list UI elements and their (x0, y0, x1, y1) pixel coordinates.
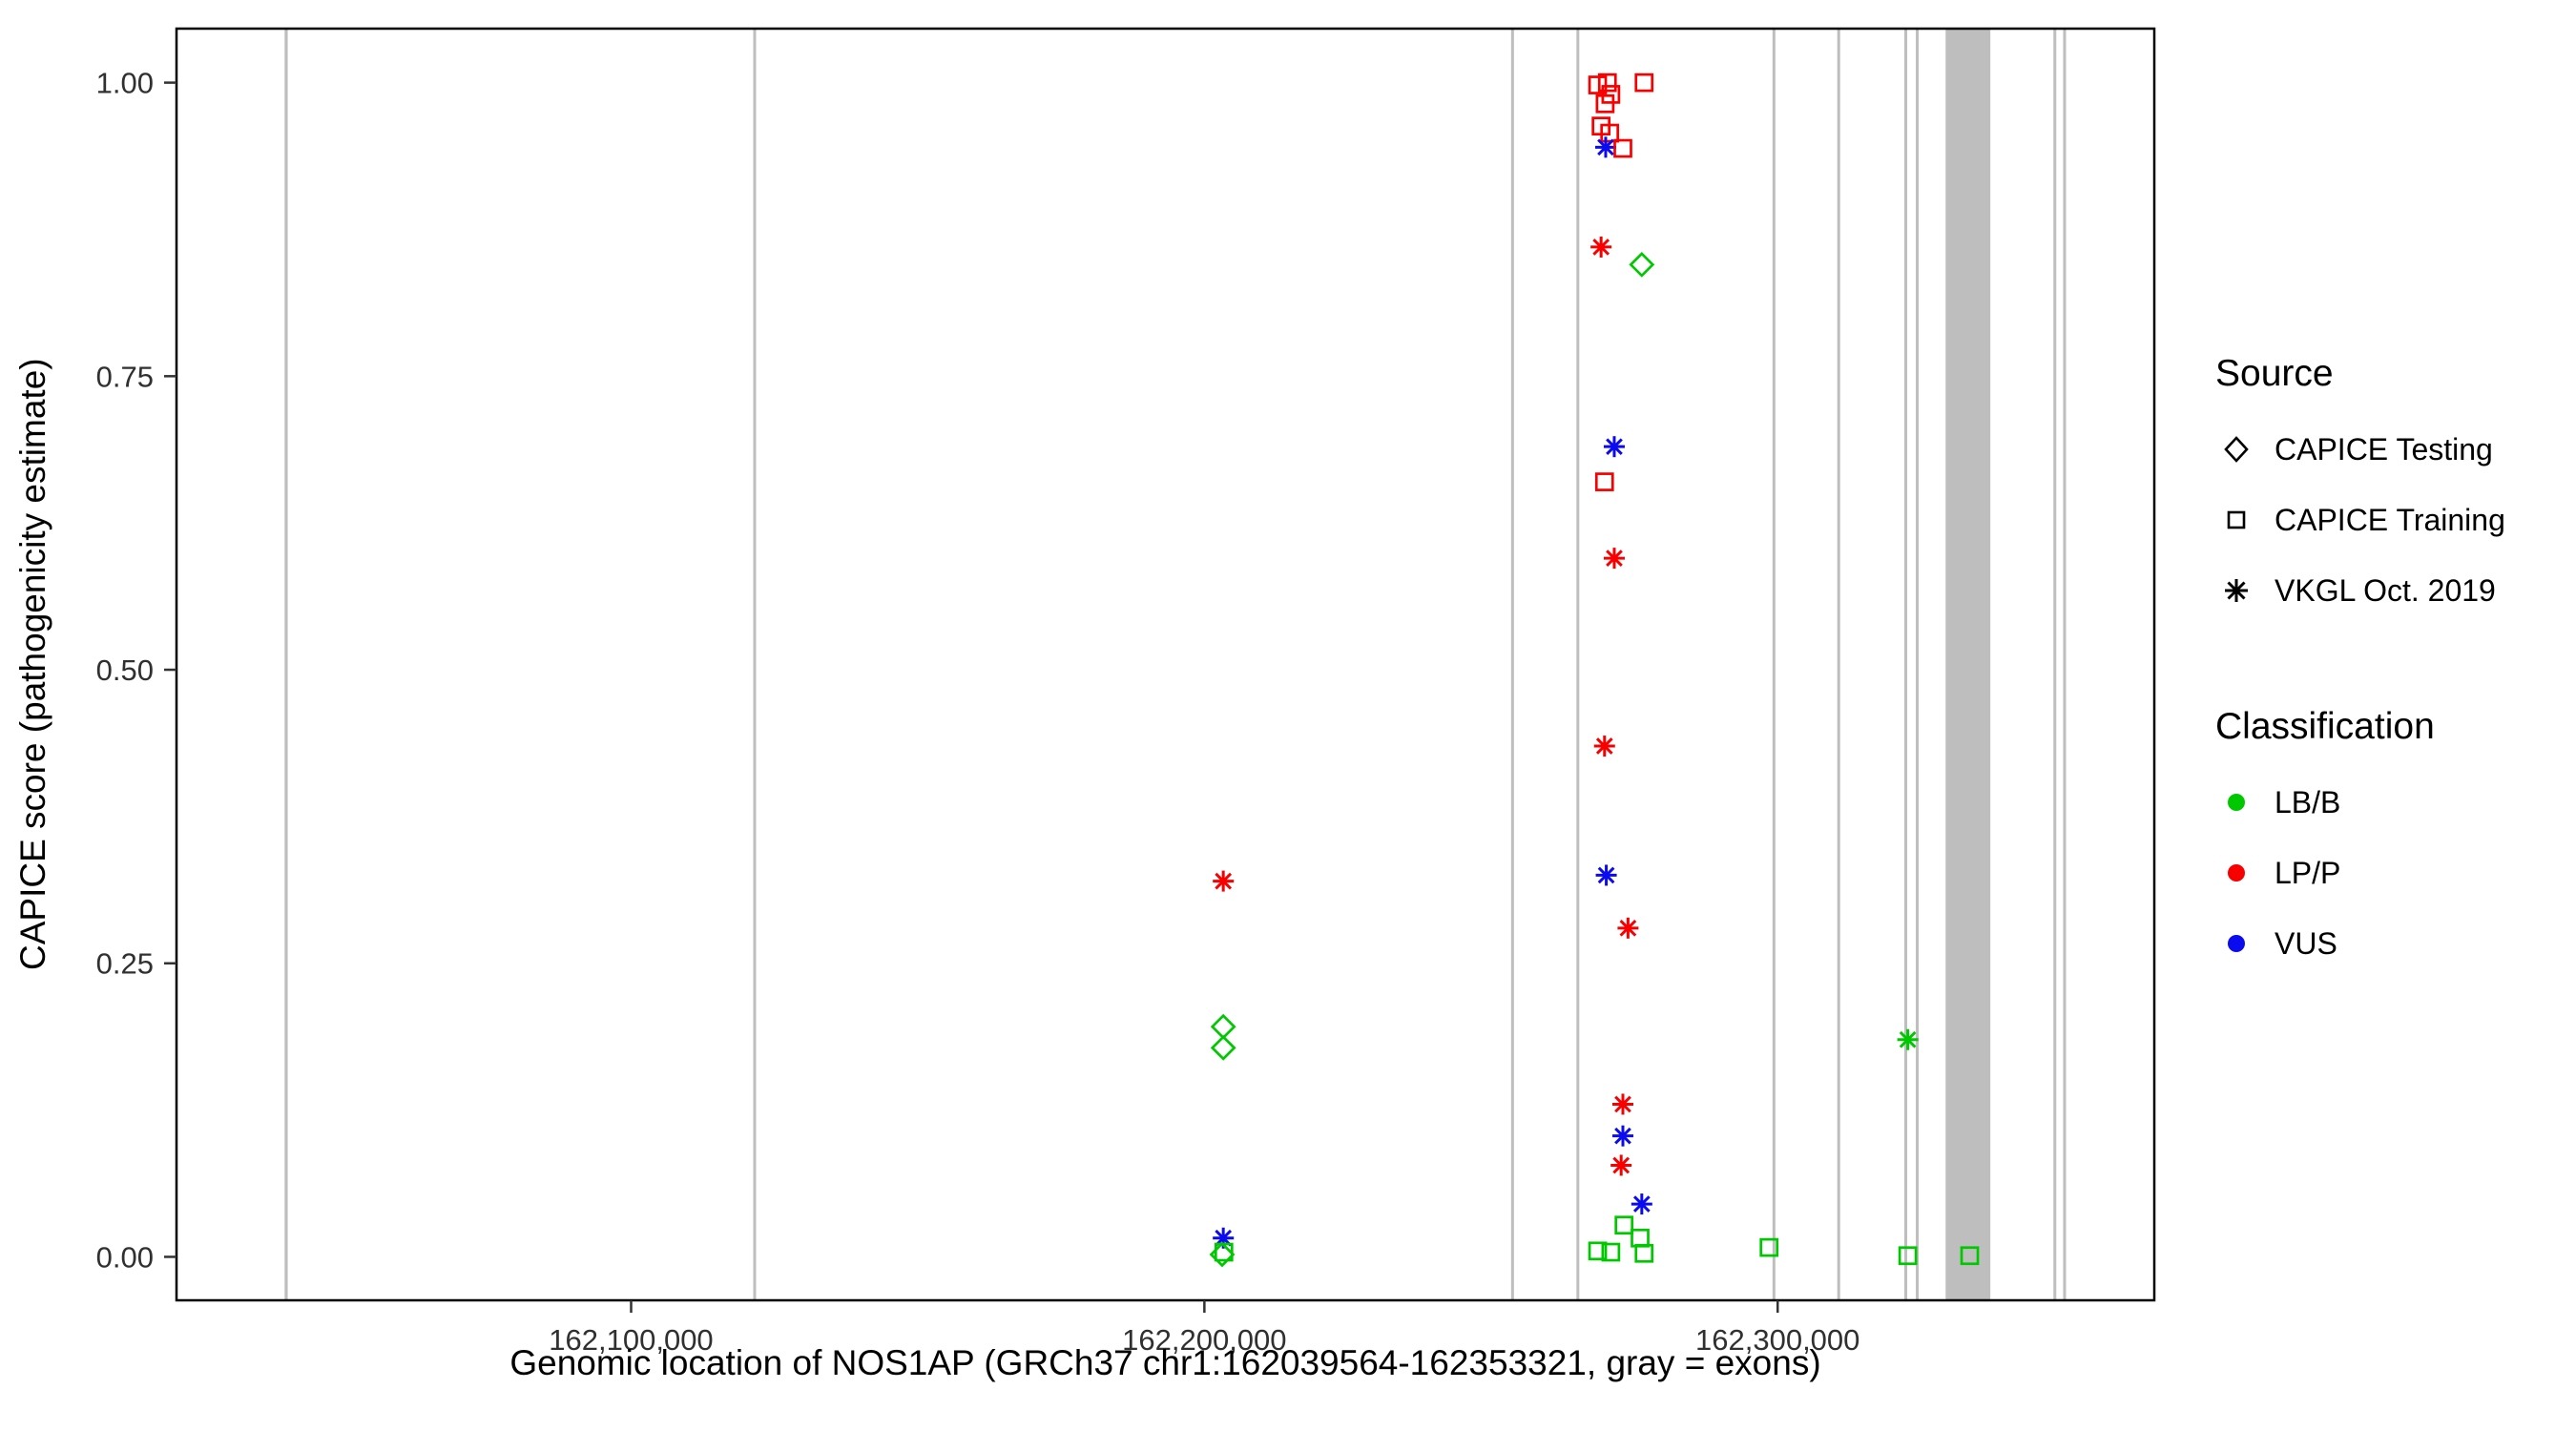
data-point-diamond (1209, 1241, 1236, 1268)
legend-title-classification: Classification (2215, 706, 2435, 747)
y-tick-label: 0.50 (96, 653, 154, 687)
x-tick-label: 162,100,000 (549, 1323, 713, 1357)
data-point-square (1614, 1215, 1634, 1235)
legend-item-capice-training: CAPICE Training (2215, 485, 2505, 555)
x-axis-title: Genomic location of NOS1AP (GRCh37 chr1:… (509, 1343, 1821, 1382)
y-tick-label: 0.00 (96, 1240, 154, 1274)
exon-band (2063, 29, 2067, 1300)
exon-band (2053, 29, 2057, 1300)
data-point-square (1960, 1246, 1980, 1266)
legend-label-capice-training: CAPICE Training (2275, 502, 2505, 537)
data-point-diamond (1210, 1013, 1236, 1040)
data-point-square (1595, 93, 1615, 114)
panel-border (175, 27, 2156, 1302)
data-point-asterisk (1590, 236, 1612, 258)
data-point-square (1594, 472, 1614, 491)
red-dot-icon (2228, 864, 2245, 881)
legend-classification-section: Classification LB/B LP/P (2215, 704, 2505, 979)
data-point-asterisk (1610, 1154, 1632, 1176)
y-axis-title: CAPICE score (pathogenicity estimate) (13, 358, 52, 971)
data-point-square (1634, 73, 1654, 93)
green-dot-icon (2228, 794, 2245, 811)
square-icon (2227, 510, 2246, 529)
data-point-asterisk (1603, 436, 1625, 458)
legend-item-lpp: LP/P (2215, 838, 2505, 908)
legend-label-lpp: LP/P (2275, 855, 2341, 890)
exon-band (1576, 29, 1580, 1300)
data-point-square (1898, 1246, 1918, 1266)
legend-label-capice-testing: CAPICE Testing (2275, 431, 2493, 467)
legend-source-section: Source CAPICE Testing CAPICE Training (2215, 351, 2505, 626)
exon-band (1916, 29, 1920, 1300)
legend-item-capice-testing: CAPICE Testing (2215, 414, 2505, 485)
legend-label-vus: VUS (2275, 925, 2337, 961)
x-tick-label: 162,200,000 (1122, 1323, 1286, 1357)
exon-band (753, 29, 757, 1300)
legend-item-vus: VUS (2215, 908, 2505, 979)
y-tick-label: 0.25 (96, 947, 154, 981)
data-point-diamond (1210, 1034, 1236, 1061)
data-point-square (1631, 1228, 1650, 1248)
legend-item-lbb: LB/B (2215, 767, 2505, 838)
exon-band (1904, 29, 1908, 1300)
blue-dot-icon (2228, 935, 2245, 952)
asterisk-icon (2225, 579, 2248, 602)
legend-item-vkgl: VKGL Oct. 2019 (2215, 555, 2505, 626)
legend-panel: Source CAPICE Testing CAPICE Training (2215, 351, 2505, 979)
data-point-asterisk (1603, 548, 1625, 570)
data-point-diamond (1629, 251, 1655, 278)
legend-source-items: CAPICE Testing CAPICE Training (2215, 414, 2505, 626)
legend-classification-items: LB/B LP/P VUS (2215, 767, 2505, 979)
data-point-asterisk (1213, 870, 1235, 892)
data-point-square (1588, 1241, 1608, 1261)
data-point-square (1759, 1237, 1779, 1257)
data-point-asterisk (1611, 1125, 1633, 1147)
data-point-asterisk (1593, 736, 1615, 757)
exon-band (284, 29, 288, 1300)
exon-band (1945, 29, 1991, 1300)
data-point-asterisk (1897, 1028, 1919, 1050)
exon-band (1510, 29, 1514, 1300)
exon-band (1772, 29, 1776, 1300)
y-tick-label: 0.75 (96, 360, 154, 393)
data-point-square (1634, 1243, 1654, 1263)
data-point-asterisk (1631, 1193, 1652, 1215)
data-point-asterisk (1617, 917, 1639, 939)
exon-band (1837, 29, 1840, 1300)
diamond-icon (2224, 436, 2249, 463)
data-point-square (1613, 138, 1632, 158)
data-point-asterisk (1611, 1093, 1633, 1115)
x-tick-label: 162,300,000 (1695, 1323, 1859, 1357)
data-point-asterisk (1595, 864, 1617, 886)
data-point-square (1597, 73, 1617, 93)
legend-title-source: Source (2215, 353, 2334, 394)
legend-label-lbb: LB/B (2275, 784, 2341, 819)
data-point-asterisk (1594, 136, 1616, 158)
legend-label-vkgl: VKGL Oct. 2019 (2275, 572, 2496, 608)
data-point-square (1601, 1242, 1621, 1262)
y-tick-label: 1.00 (96, 67, 154, 100)
